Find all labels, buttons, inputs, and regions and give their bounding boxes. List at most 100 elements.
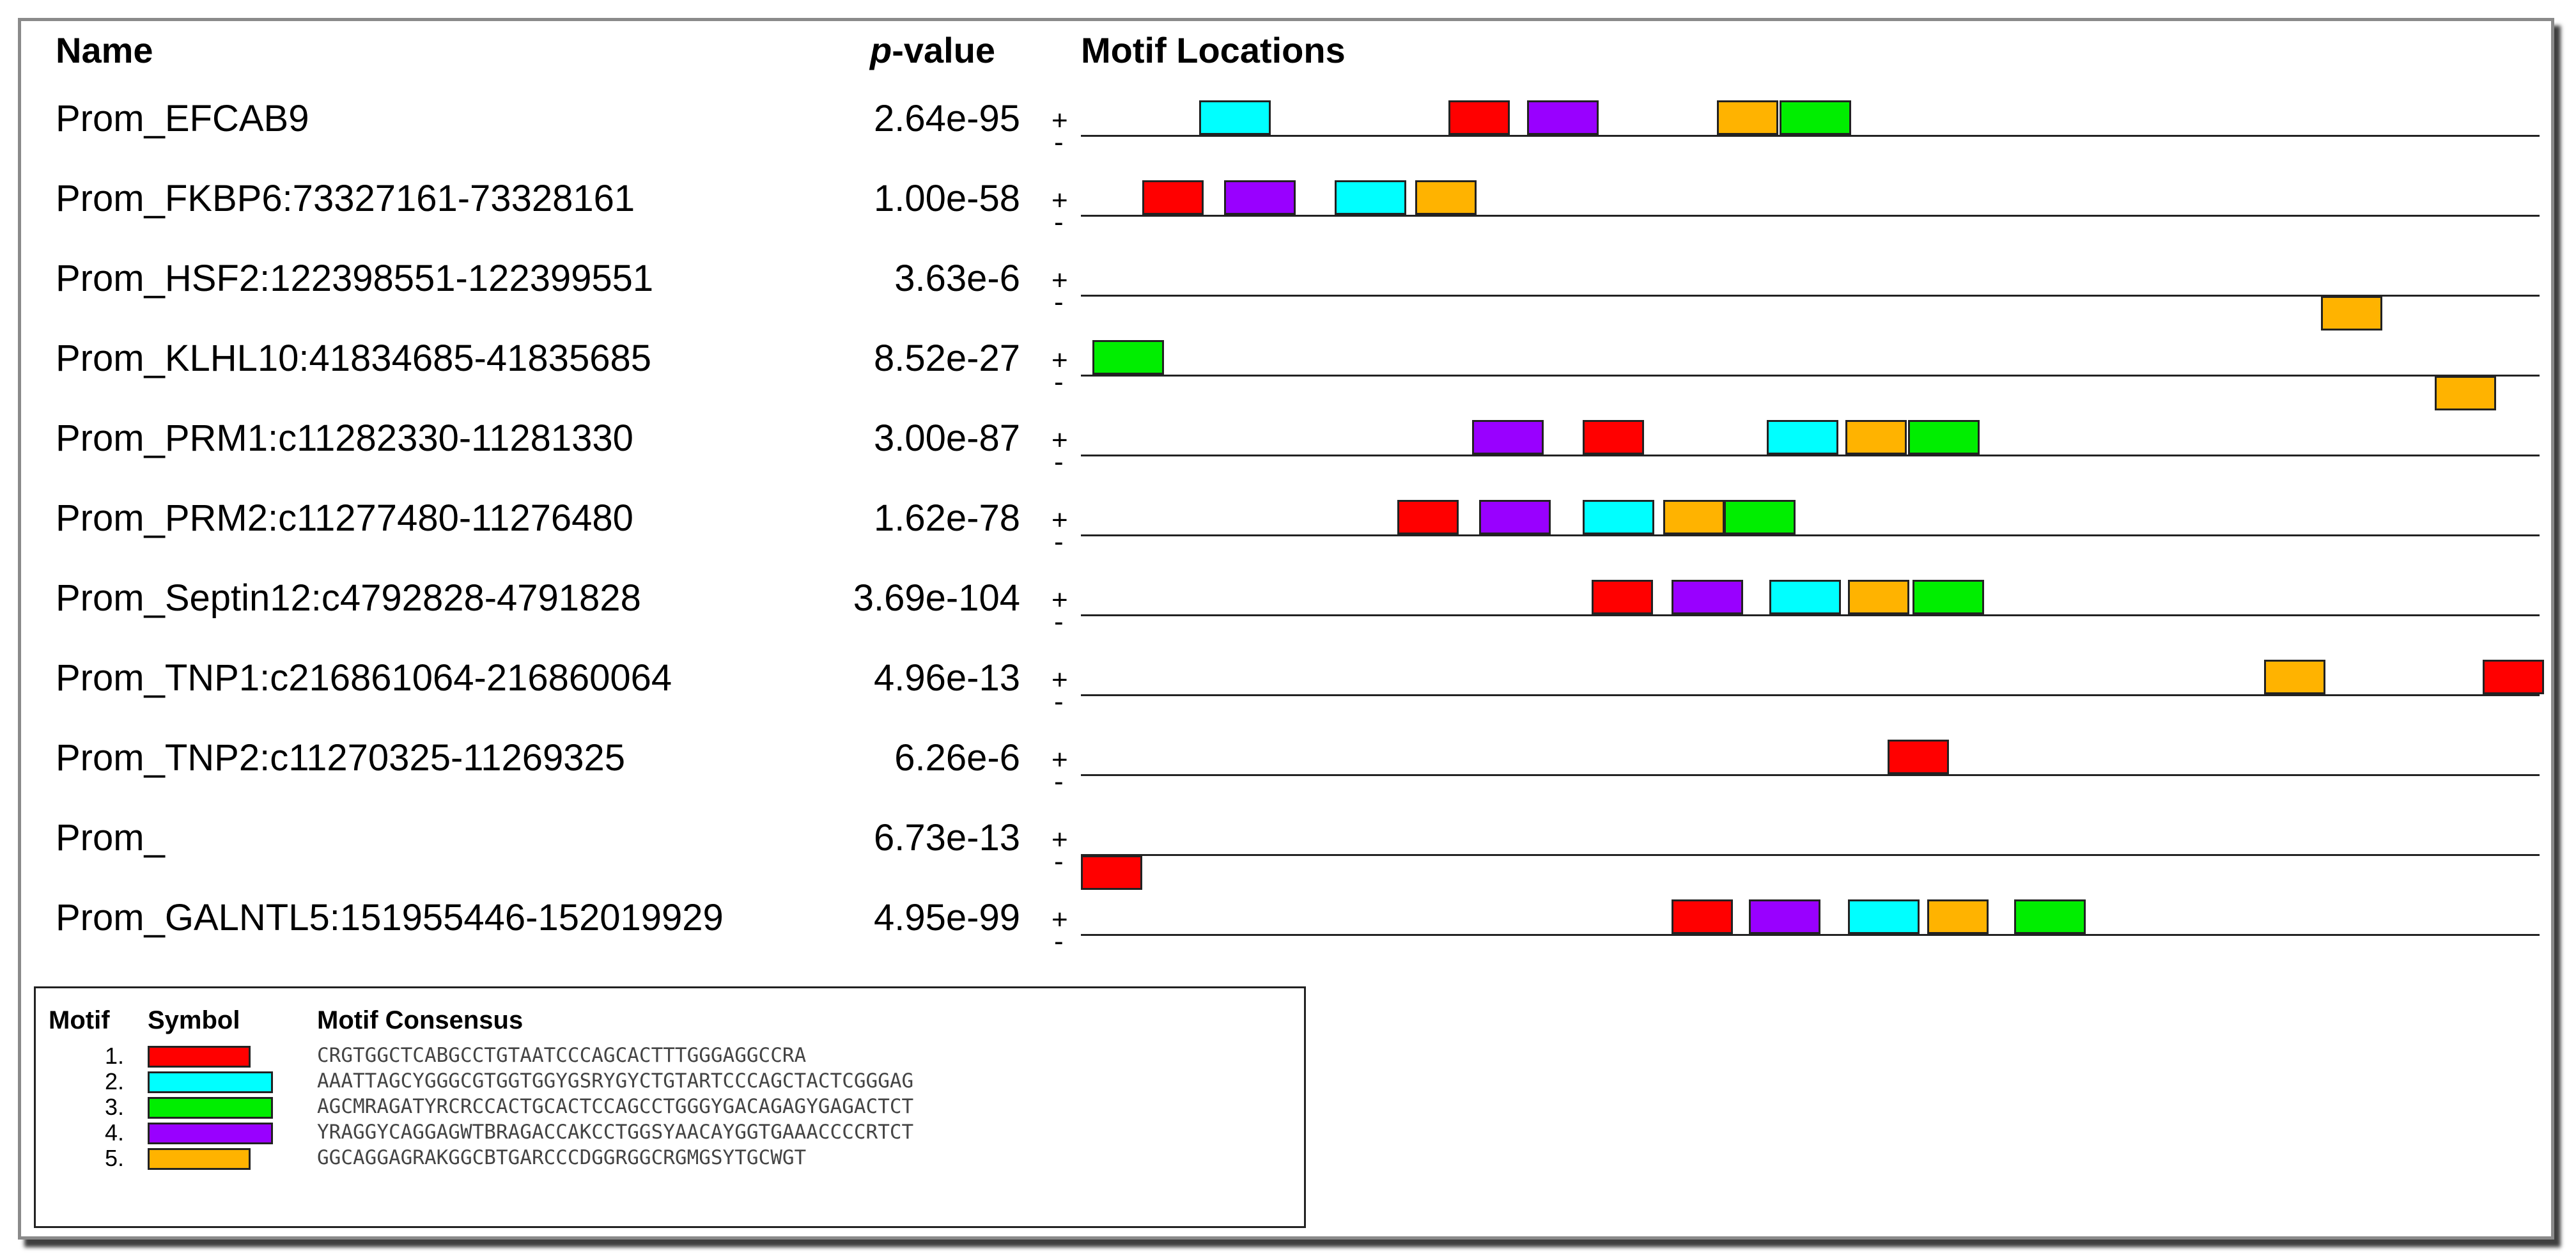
motif-5-site [1848, 580, 1910, 614]
legend-row: 1. CRGTGGCTCABGCCTGTAATCCCAGCACTTTGGGAGGC… [36, 1045, 1301, 1068]
motif-4-site [1478, 500, 1551, 534]
motif-5-site [1663, 500, 1725, 534]
sequence-name: Prom_KLHL10:41834685-41835685 [56, 338, 651, 379]
sequence-line [1081, 854, 2540, 856]
sequence-line [1081, 774, 2540, 776]
motif-4-site [1223, 180, 1296, 215]
legend-row: 3. AGCMRAGATYRCRCCACTGCACTCCAGCCTGGGYGACA… [36, 1096, 1301, 1119]
strand-plus-label: + [1051, 744, 1068, 775]
sequence-line [1081, 534, 2540, 536]
legend-motif-consensus: AAATTAGCYGGGCGTGGTGGYGSRYGYCTGTARTCCCAGC… [317, 1069, 914, 1093]
legend-row: 4. YRAGGYCAGGAGWTBRAGACCAKCCTGGSYAACAYGGT… [36, 1121, 1301, 1144]
sequence-line [1081, 694, 2540, 696]
motif-legend: Motif Symbol Motif Consensus 1. CRGTGGCTC… [34, 986, 1306, 1228]
sequence-row: Prom_GALNTL5:151955446-152019929 4.95e-99… [21, 870, 2552, 956]
sequence-pvalue: 6.73e-13 [874, 817, 1020, 859]
motif-2-site [1848, 899, 1920, 934]
motif-1-site [1887, 740, 1949, 774]
legend-motif-symbol [148, 1148, 251, 1170]
legend-symbol-header: Symbol [148, 1006, 240, 1034]
strand-plus-label: + [1051, 904, 1068, 935]
sequence-pvalue: 3.69e-104 [853, 577, 1020, 619]
strand-plus-label: + [1051, 345, 1068, 376]
motif-locations-header: Motif Locations [1081, 30, 1346, 70]
motif-4-site [1749, 899, 1821, 934]
pvalue-column-header: p-value [870, 33, 995, 68]
strand-minus-label: - [1054, 846, 1064, 877]
sequence-line [1081, 375, 2540, 377]
legend-motif-symbol [148, 1097, 273, 1119]
sequence-pvalue: 4.96e-13 [874, 657, 1020, 699]
strand-plus-label: + [1051, 265, 1068, 296]
motif-1-site [1142, 180, 1204, 215]
motif-3-site [1912, 580, 1984, 614]
strand-plus-label: + [1051, 664, 1068, 696]
sequence-name: Prom_FKBP6:73327161-73328161 [56, 178, 635, 219]
legend-motif-symbol [148, 1123, 273, 1144]
sequence-line [1081, 455, 2540, 456]
name-column-header: Name [56, 30, 153, 70]
strand-plus-label: + [1051, 584, 1068, 616]
sequence-name: Prom_PRM1:c11282330-11281330 [56, 417, 633, 459]
sequence-line [1081, 295, 2540, 297]
legend-motif-consensus: AGCMRAGATYRCRCCACTGCACTCCAGCCTGGGYGACAGA… [317, 1095, 914, 1118]
motif-5-site [2434, 376, 2496, 410]
sequence-name: Prom_TNP1:c216861064-216860064 [56, 657, 672, 699]
sequence-pvalue: 3.00e-87 [874, 417, 1020, 459]
legend-row: 5. GGCAGGAGRAKGGCBTGARCCCDGGRGGCRGMGSYTGC… [36, 1147, 1301, 1170]
strand-minus-label: - [1054, 286, 1064, 318]
strand-minus-label: - [1054, 766, 1064, 797]
legend-motif-header: Motif [49, 1006, 110, 1034]
motif-5-site [1845, 420, 1907, 455]
sequence-row: Prom_PRM1:c11282330-11281330 3.00e-87 + - [21, 391, 2552, 476]
sequence-row: Prom_PRM2:c11277480-11276480 1.62e-78 + - [21, 471, 2552, 556]
legend-motif-symbol [148, 1071, 273, 1093]
pvalue-header-p: p [870, 30, 892, 70]
legend-motif-number: 5. [104, 1145, 124, 1171]
sequence-row: Prom_KLHL10:41834685-41835685 8.52e-27 + - [21, 311, 2552, 410]
sequence-row: Prom_TNP1:c216861064-216860064 4.96e-13 + - [21, 630, 2552, 716]
motif-5-site [2263, 660, 2325, 694]
motif-2-site [1199, 100, 1271, 135]
motif-1-site [1591, 580, 1653, 614]
sequence-name: Prom_PRM2:c11277480-11276480 [56, 497, 633, 539]
sequence-pvalue: 6.26e-6 [894, 737, 1020, 779]
legend-motif-number: 2. [104, 1068, 124, 1094]
legend-motif-number: 1. [104, 1043, 124, 1069]
legend-motif-consensus: CRGTGGCTCABGCCTGTAATCCCAGCACTTTGGGAGGCCR… [317, 1044, 807, 1067]
sequence-name: Prom_ [56, 817, 165, 859]
strand-plus-label: + [1051, 504, 1068, 536]
strand-minus-label: - [1054, 926, 1064, 957]
pvalue-header-suffix: -value [892, 30, 996, 70]
motif-5-site [2320, 296, 2382, 331]
strand-plus-label: + [1051, 824, 1068, 855]
motif-2-site [1583, 500, 1654, 534]
sequence-name: Prom_HSF2:122398551-122399551 [56, 258, 654, 299]
sequence-pvalue: 4.95e-99 [874, 897, 1020, 938]
sequence-row: Prom_TNP2:c11270325-11269325 6.26e-6 + - [21, 710, 2552, 796]
motif-5-site [1927, 899, 1989, 934]
sequence-row: Prom_EFCAB9 2.64e-95 + - [21, 71, 2552, 157]
sequence-line [1081, 135, 2540, 137]
strand-plus-label: + [1051, 185, 1068, 216]
sequence-pvalue: 2.64e-95 [874, 98, 1020, 139]
motif-3-site [1724, 500, 1796, 534]
sequence-pvalue: 3.63e-6 [894, 258, 1020, 299]
sequence-line [1081, 215, 2540, 217]
motif-5-site [1415, 180, 1477, 215]
strand-plus-label: + [1051, 424, 1068, 456]
motif-1-site [1583, 420, 1644, 455]
strand-plus-label: + [1051, 105, 1068, 136]
strand-minus-label: - [1054, 526, 1064, 557]
motif-4-site [1527, 100, 1599, 135]
strand-minus-label: - [1054, 686, 1064, 717]
sequence-line [1081, 614, 2540, 616]
strand-minus-label: - [1054, 446, 1064, 478]
legend-motif-number: 4. [104, 1119, 124, 1146]
motif-1-site [1081, 855, 1142, 890]
motif-3-site [1092, 340, 1165, 375]
sequence-row: Prom_HSF2:122398551-122399551 3.63e-6 + - [21, 231, 2552, 331]
legend-motif-consensus: YRAGGYCAGGAGWTBRAGACCAKCCTGGSYAACAYGGTGA… [317, 1121, 914, 1144]
sequence-line [1081, 934, 2540, 936]
sequence-name: Prom_EFCAB9 [56, 98, 309, 139]
